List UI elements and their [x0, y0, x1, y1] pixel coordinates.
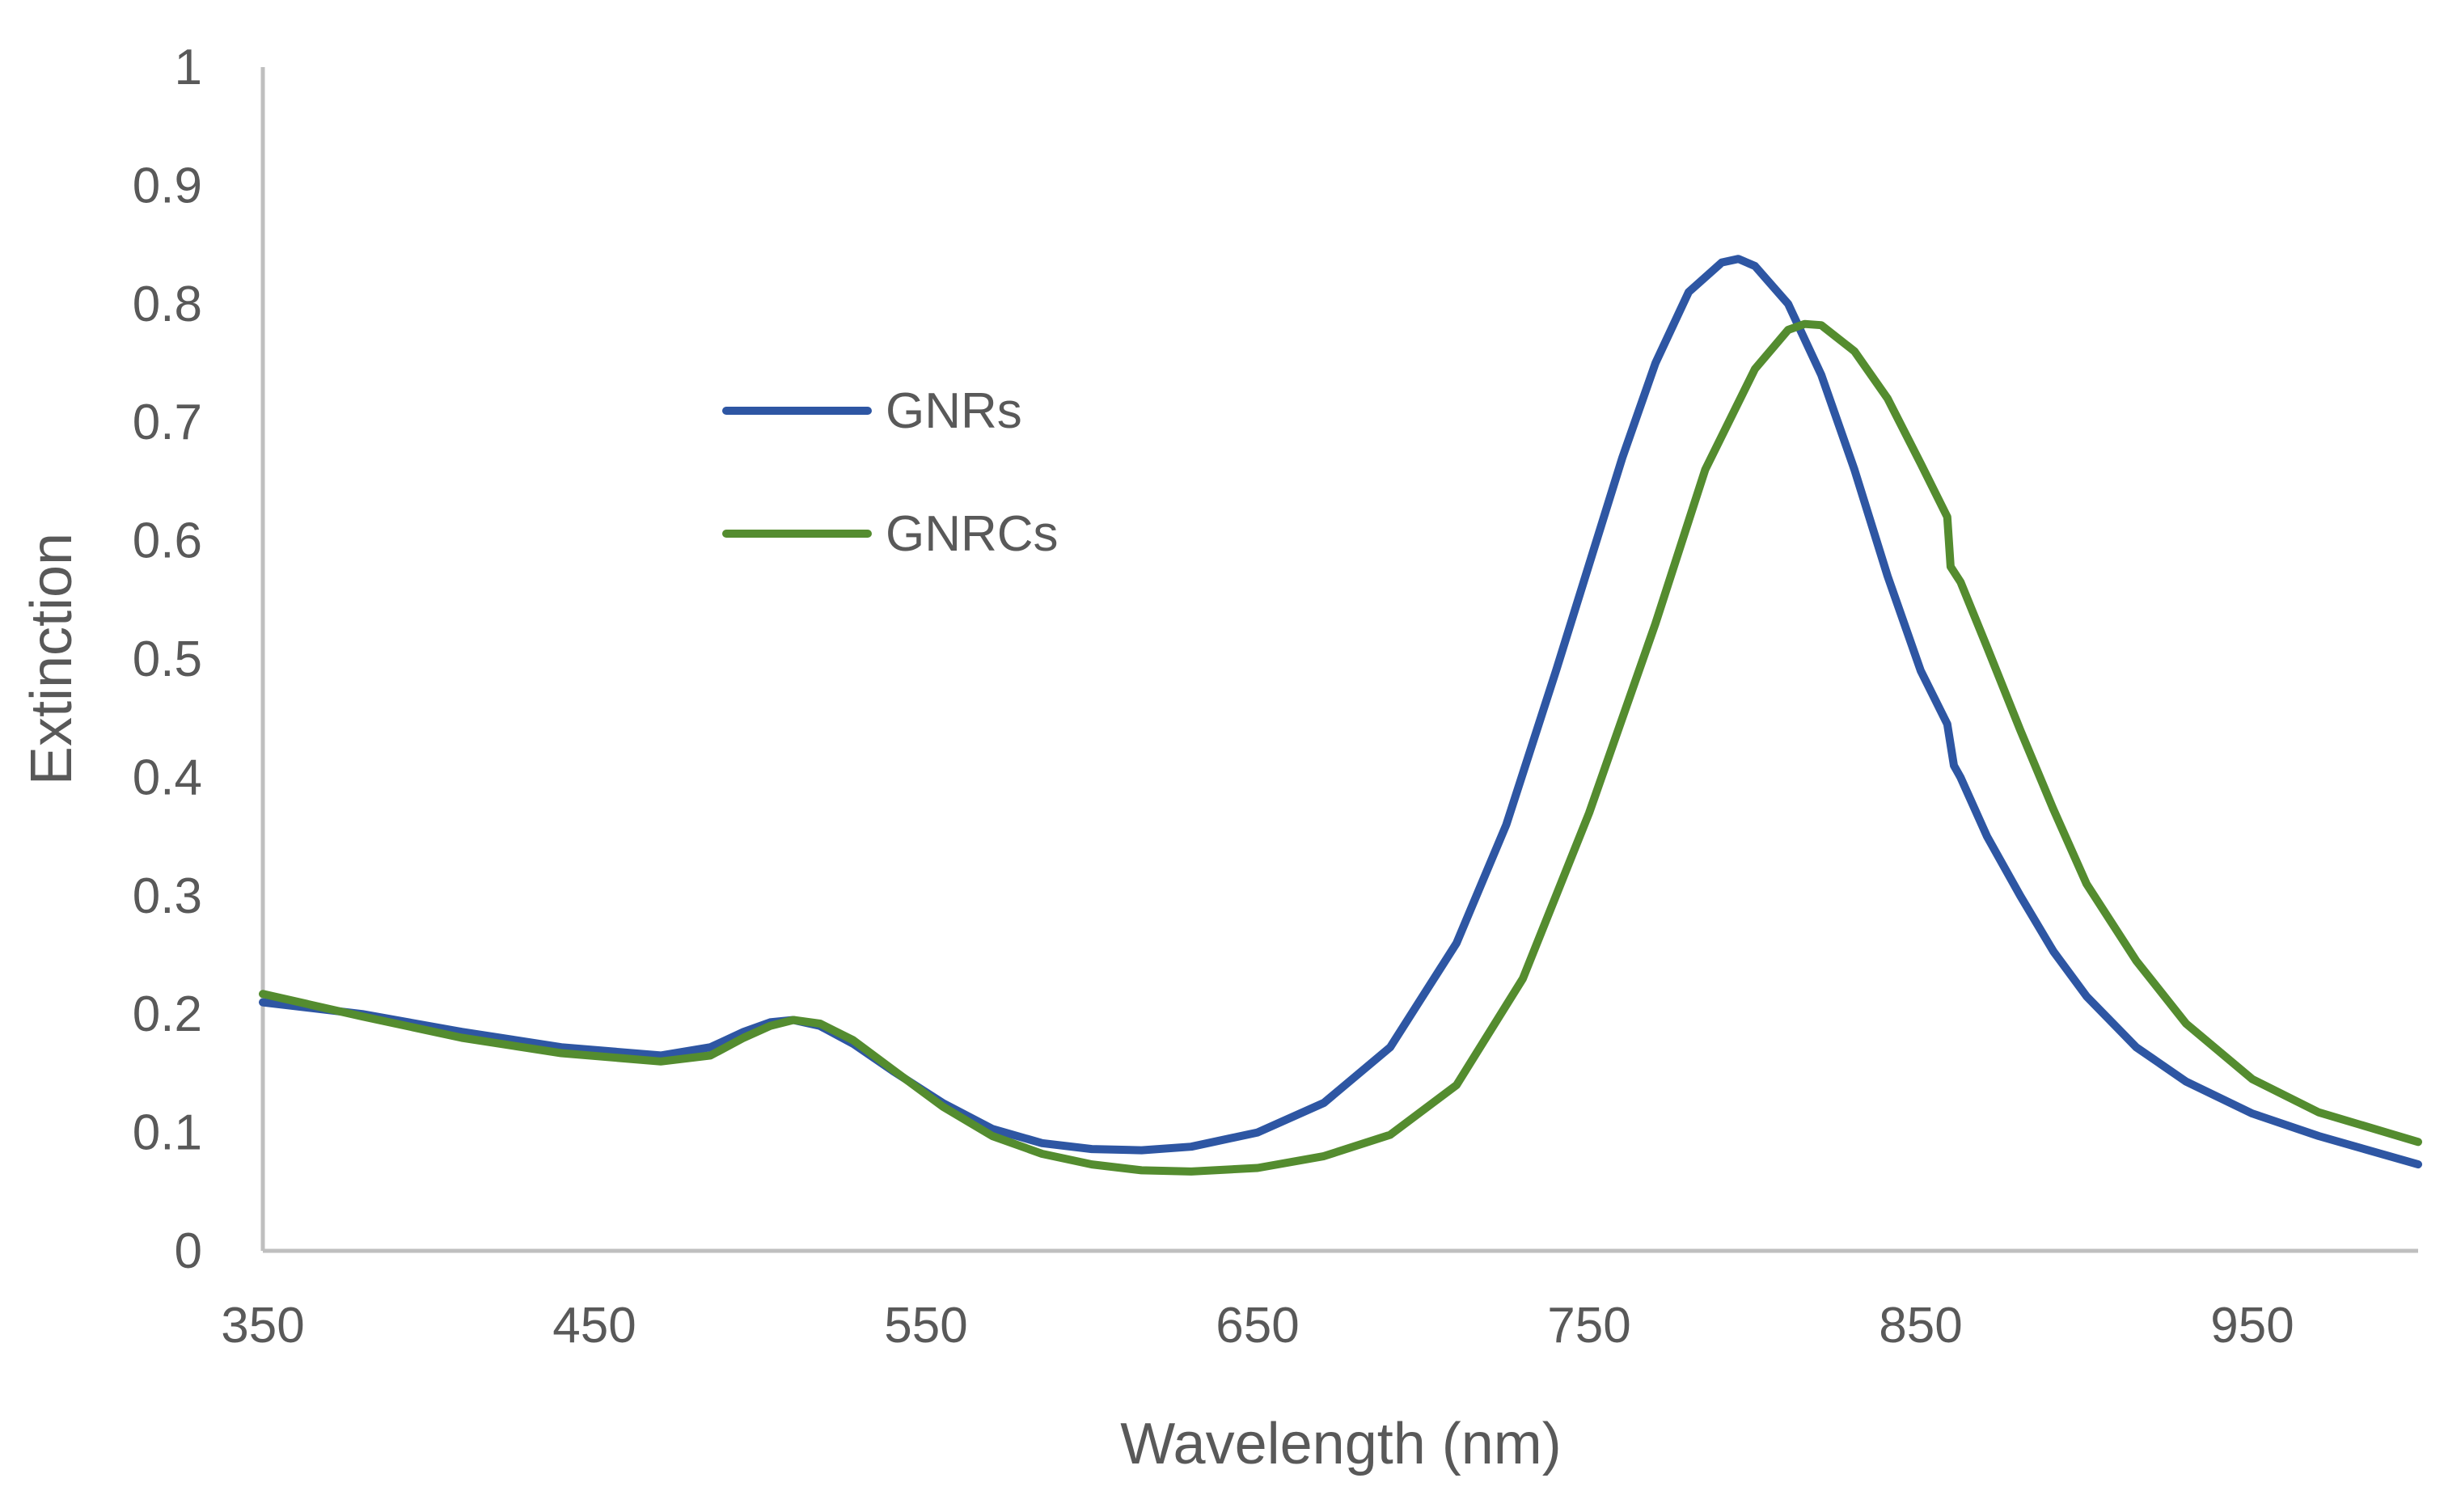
y-tick-label: 1 [175, 40, 202, 95]
y-tick-label: 0.5 [133, 631, 202, 687]
series-layer [259, 255, 2422, 1176]
plot-area [259, 67, 2422, 1253]
y-tick-label: 0.7 [133, 395, 202, 450]
x-tick-labels: 350 450 550 650 750 850 950 [221, 1298, 2294, 1354]
series-line-gnrcs [259, 319, 2422, 1176]
y-tick-label: 0.6 [133, 513, 202, 569]
x-tick-label: 450 [552, 1298, 636, 1354]
series-line-gnrs [259, 255, 2422, 1169]
legend-label-gnrcs: GNRCs [886, 506, 1059, 562]
x-tick-label: 650 [1216, 1298, 1299, 1354]
y-tick-label: 0.2 [133, 986, 202, 1042]
y-tick-label: 0.3 [133, 868, 202, 924]
y-tick-label: 0.8 [133, 277, 202, 332]
legend: GNRs GNRCs [722, 383, 1059, 562]
y-tick-label: 0.9 [133, 158, 202, 213]
x-tick-label: 850 [1879, 1298, 1962, 1354]
y-tick-label: 0.1 [133, 1105, 202, 1161]
x-axis-title: Wavelength (nm) [1120, 1412, 1562, 1476]
x-tick-label: 350 [221, 1298, 304, 1354]
legend-label-gnrs: GNRs [886, 383, 1022, 439]
x-tick-label: 550 [884, 1298, 967, 1354]
y-tick-labels: 0 0.1 0.2 0.3 0.4 0.5 0.6 0.7 0.8 0.9 1 [133, 40, 202, 1279]
y-tick-label: 0.4 [133, 750, 202, 805]
y-axis-title: Extinction [19, 533, 84, 785]
x-tick-label: 750 [1547, 1298, 1630, 1354]
y-tick-label: 0 [175, 1223, 202, 1279]
x-tick-label: 950 [2210, 1298, 2294, 1354]
